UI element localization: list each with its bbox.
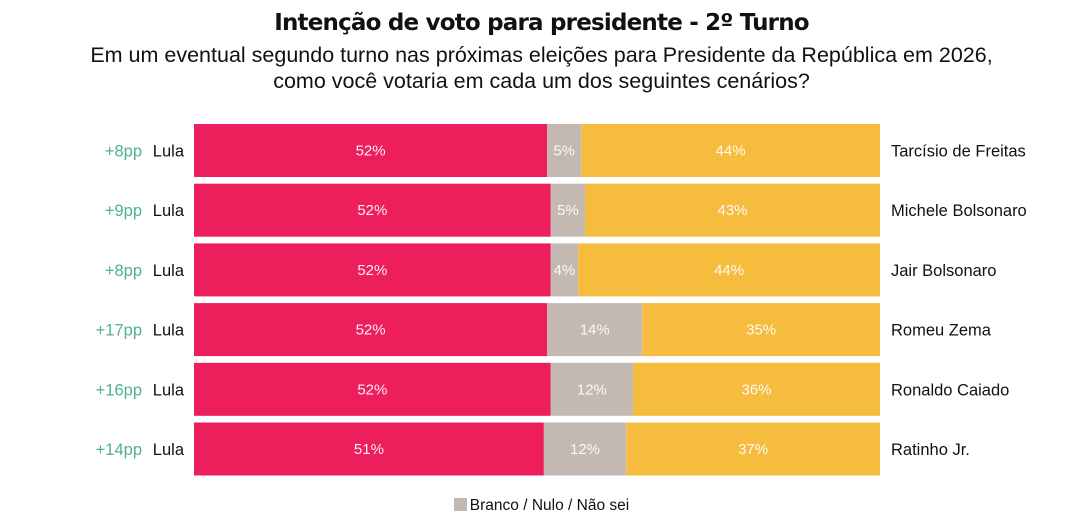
bar-value-label-opponent: 36%	[742, 381, 772, 398]
bar-value-label-opponent: 44%	[716, 143, 746, 160]
difference-label: +17pp	[96, 322, 142, 340]
bar-value-label-lula: 52%	[357, 262, 387, 279]
opponent-label: Jair Bolsonaro	[891, 262, 996, 280]
difference-label: +8pp	[105, 262, 142, 280]
bar-segment-branco	[550, 362, 634, 416]
bar-value-label-opponent: 37%	[738, 441, 768, 458]
difference-label: +8pp	[105, 143, 142, 161]
bar-value-label-branco: 14%	[580, 322, 610, 339]
bar-segment-branco	[550, 243, 579, 297]
subtitle-line-1: Em um eventual segundo turno nas próxima…	[90, 43, 993, 67]
opponent-label: Ronaldo Caiado	[891, 381, 1009, 399]
bar-segment-lula	[194, 303, 548, 357]
bar-value-label-opponent: 44%	[714, 262, 744, 279]
bar-value-label-opponent: 43%	[717, 202, 747, 219]
subtitle-line-2: como você votaria em cada um dos seguint…	[273, 69, 810, 93]
left-label-lula: Lula	[153, 322, 185, 340]
bar-row: 52% 14% 35% Lula +17pp Romeu Zema	[96, 303, 992, 357]
bar-value-label-lula: 52%	[356, 143, 386, 160]
opponent-label: Michele Bolsonaro	[891, 202, 1027, 220]
difference-label: +9pp	[105, 202, 142, 220]
bar-segment-opponent	[633, 362, 880, 416]
bar-value-label-lula: 51%	[354, 441, 384, 458]
bar-segment-branco	[550, 183, 586, 237]
opponent-label: Ratinho Jr.	[891, 441, 970, 459]
bar-value-label-lula: 52%	[356, 322, 386, 339]
legend-swatch-branco	[453, 498, 467, 511]
bar-value-label-branco: 5%	[553, 143, 575, 160]
bar-value-label-branco: 12%	[570, 441, 600, 458]
left-label-lula: Lula	[153, 202, 185, 220]
legend-label: Branco / Nulo / Não sei	[469, 497, 630, 514]
bar-value-label-branco: 4%	[554, 262, 576, 279]
bar-segment-opponent	[585, 183, 880, 237]
bar-segment-opponent	[581, 124, 880, 177]
bar-segment-lula	[194, 422, 544, 476]
bar-segment-branco	[547, 303, 643, 357]
left-label-lula: Lula	[153, 262, 185, 280]
bar-row: 52% 4% 44% Lula +8pp Jair Bolsonaro	[105, 243, 996, 297]
left-label-lula: Lula	[153, 143, 185, 161]
legend: Branco / Nulo / Não sei	[0, 497, 1083, 515]
left-label-lula: Lula	[153, 441, 185, 459]
bar-row: 52% 5% 43% Lula +9pp Michele Bolsonaro	[105, 183, 1027, 237]
difference-label: +16pp	[96, 381, 142, 399]
bar-segment-opponent	[626, 422, 880, 476]
bar-row: 52% 5% 44% Lula +8pp Tarcísio de Freitas	[105, 124, 1026, 177]
opponent-label: Tarcísio de Freitas	[891, 143, 1026, 161]
bar-value-label-lula: 52%	[357, 381, 387, 398]
bar-segment-lula	[194, 124, 548, 177]
bar-value-label-branco: 5%	[557, 202, 579, 219]
bar-segment-opponent	[642, 303, 880, 357]
bar-segment-opponent	[578, 243, 880, 297]
bar-segment-lula	[194, 243, 551, 297]
bar-segment-branco	[547, 124, 582, 177]
bar-segment-branco	[543, 422, 627, 476]
left-label-lula: Lula	[153, 381, 185, 399]
chart-title: Intenção de voto para presidente - 2º Tu…	[274, 10, 809, 36]
bar-segment-lula	[194, 183, 551, 237]
chart-subtitle: Em um eventual segundo turno nas próxima…	[0, 42, 1083, 94]
bar-row: 51% 12% 37% Lula +14pp Ratinho Jr.	[96, 422, 970, 476]
bar-value-label-lula: 52%	[357, 202, 387, 219]
difference-label: +14pp	[96, 441, 142, 459]
bar-value-label-branco: 12%	[577, 381, 607, 398]
bar-row: 52% 12% 36% Lula +16pp Ronaldo Caiado	[96, 362, 1009, 416]
bar-value-label-opponent: 35%	[746, 322, 776, 339]
opponent-label: Romeu Zema	[891, 322, 992, 340]
bar-segment-lula	[194, 362, 551, 416]
